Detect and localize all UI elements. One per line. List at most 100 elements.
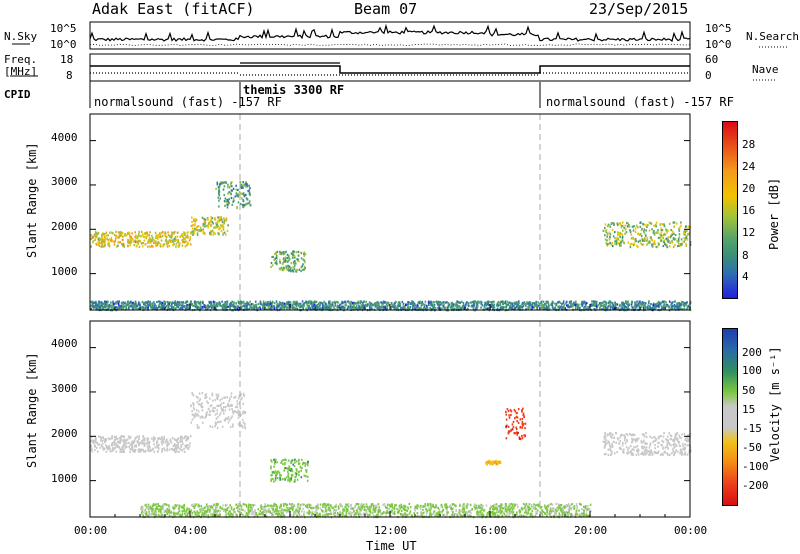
velocity-cell <box>505 410 507 413</box>
velocity-cell <box>322 505 324 509</box>
velocity-cell <box>290 477 292 480</box>
velocity-cell <box>205 396 208 399</box>
power-cell <box>369 302 372 305</box>
power-cell <box>616 231 619 234</box>
power-cell <box>120 234 122 237</box>
power-cell <box>440 303 443 306</box>
velocity-cell <box>290 468 293 471</box>
power-cell <box>177 303 179 306</box>
power-cell <box>268 307 270 310</box>
power-cell <box>167 304 169 307</box>
power-cell <box>186 244 188 247</box>
velocity-cell <box>488 459 490 462</box>
power-cell <box>160 301 163 304</box>
power-cell <box>217 302 219 305</box>
power-cell <box>198 229 201 233</box>
power-cell <box>141 245 144 248</box>
power-cell <box>227 224 229 227</box>
power-cell <box>620 226 623 229</box>
velocity-cell <box>201 406 204 409</box>
velocity-cell <box>275 512 277 515</box>
velocity-cell <box>303 503 305 506</box>
power-cell <box>283 306 285 309</box>
velocity-cell <box>416 512 419 515</box>
nsky-panel-frame <box>89 21 691 50</box>
velocity-cell <box>227 421 230 424</box>
power-cell <box>181 307 184 310</box>
power-cell <box>271 264 274 267</box>
power-cell <box>609 303 611 306</box>
power-cell <box>341 300 343 303</box>
power-cell <box>285 267 288 270</box>
velocity-cell <box>635 446 637 449</box>
power-cell <box>568 306 571 309</box>
velocity-cell <box>231 415 234 418</box>
power-cell <box>223 231 226 234</box>
power-cell <box>567 306 570 309</box>
power-cell <box>219 219 222 222</box>
velocity-cell <box>216 404 218 408</box>
power-cell <box>340 308 342 311</box>
velocity-cell <box>111 437 113 440</box>
power-cell <box>229 303 231 306</box>
power-cell <box>657 305 659 308</box>
velocity-cell <box>235 410 237 413</box>
power-cell <box>684 225 687 228</box>
power-cell <box>224 301 227 304</box>
velocity-cell <box>497 461 499 464</box>
power-cell <box>418 302 421 305</box>
velocity-cell <box>486 514 488 517</box>
power-cell <box>195 301 197 304</box>
velocity-cell <box>681 453 683 456</box>
power-region-3 <box>270 250 307 273</box>
power-cell <box>599 303 601 306</box>
power-cell <box>148 245 151 248</box>
velocity-cell <box>205 415 207 418</box>
velocity-cell <box>94 440 97 443</box>
power-cell <box>603 306 605 309</box>
power-cell <box>194 223 196 226</box>
power-cell <box>249 304 252 307</box>
power-cell <box>467 307 469 310</box>
power-cell <box>551 304 554 307</box>
velocity-cell <box>350 514 352 517</box>
power-cell <box>529 303 532 306</box>
power-cell <box>619 244 621 247</box>
velocity-cell <box>229 425 232 428</box>
power-cell <box>544 303 547 306</box>
power-cell <box>685 304 687 307</box>
power-cell <box>648 221 651 224</box>
power-cell <box>533 306 535 309</box>
power-cell <box>276 250 279 253</box>
power-cell <box>158 302 161 306</box>
power-cell <box>662 306 665 309</box>
velocity-cell <box>224 409 227 412</box>
velocity-cell <box>510 410 513 413</box>
power-cell <box>499 303 501 306</box>
power-cell <box>685 242 687 245</box>
velocity-cell <box>525 509 527 513</box>
power-cell <box>233 308 236 311</box>
velocity-cell <box>666 435 669 438</box>
power-cell <box>209 233 211 236</box>
power-cell <box>661 229 664 232</box>
velocity-cell <box>164 449 166 452</box>
velocity-cell <box>662 440 665 443</box>
power-cell <box>610 243 613 246</box>
power-cell <box>662 304 665 307</box>
power-cell <box>400 306 402 309</box>
velocity-cell <box>657 445 659 448</box>
power-cell <box>356 307 359 310</box>
power-cell <box>677 303 679 306</box>
power-cell <box>504 302 507 305</box>
power-cell <box>525 304 527 307</box>
velocity-cell <box>177 437 180 440</box>
velocity-cell <box>190 404 192 407</box>
velocity-cell <box>185 439 187 442</box>
velocity-cell <box>173 449 176 452</box>
power-cell <box>619 231 622 235</box>
velocity-cell <box>219 412 222 415</box>
power-cell <box>652 306 654 309</box>
velocity-cell <box>161 449 164 452</box>
velocity-cell <box>94 449 96 452</box>
